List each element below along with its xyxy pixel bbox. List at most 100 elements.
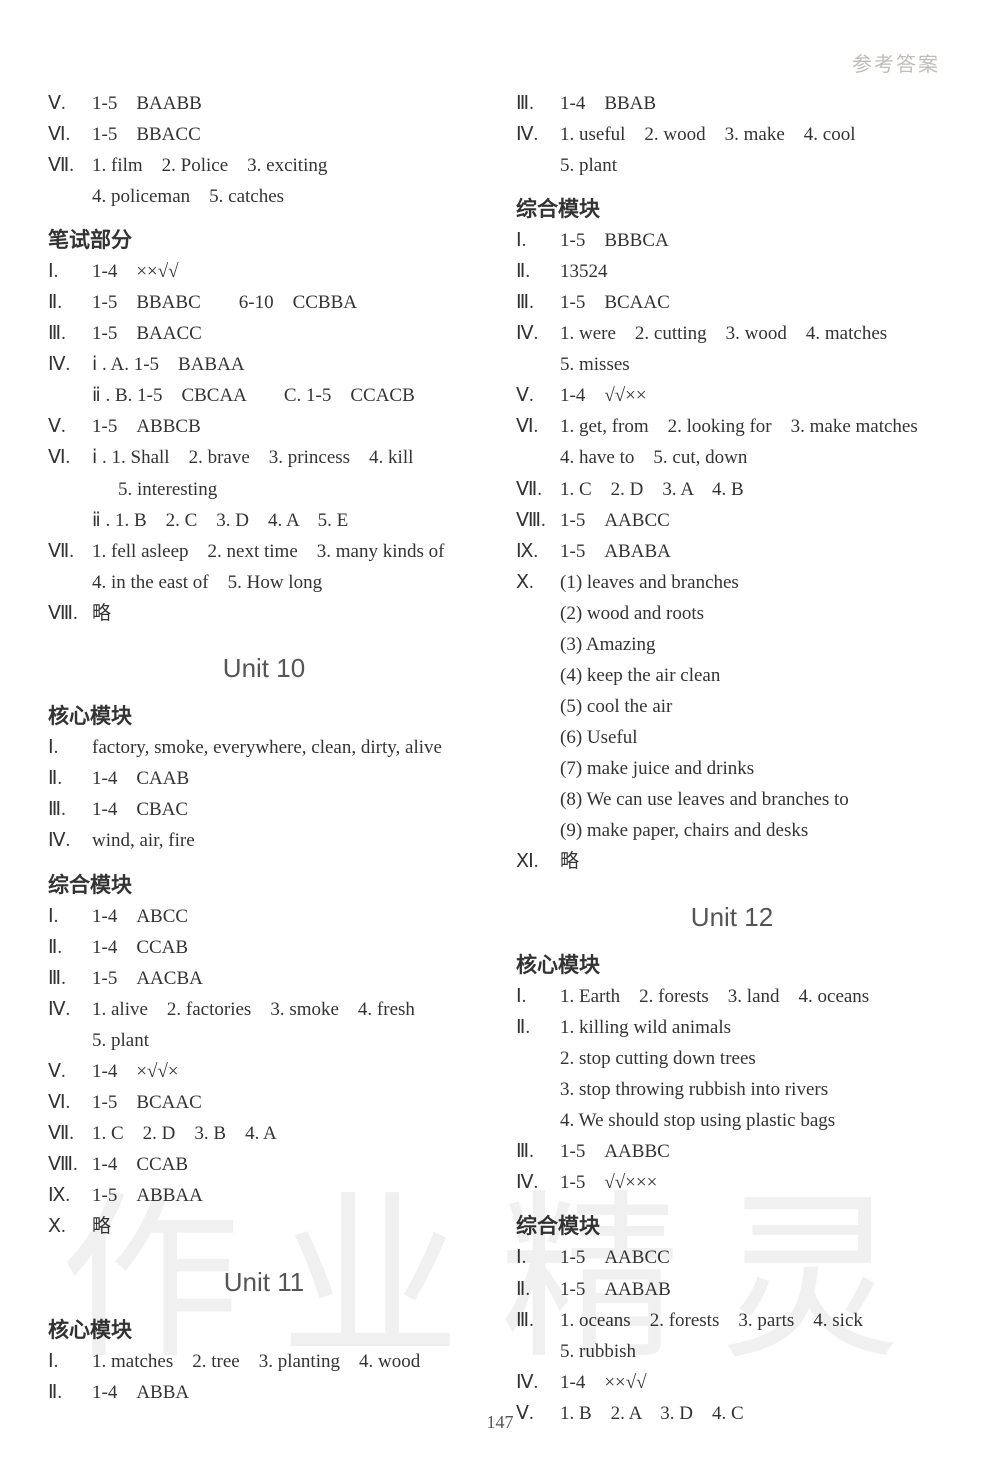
- answer-text: (1) leaves and branches: [560, 569, 948, 597]
- roman-numeral: Ⅳ.: [516, 320, 560, 348]
- answer-text: 1-5 BBBCA: [560, 227, 948, 255]
- roman-numeral: Ⅰ.: [516, 1244, 560, 1272]
- answer-text: 1. fell asleep 2. next time 3. many kind…: [92, 538, 480, 566]
- answer-text: 4. policeman 5. catches: [92, 183, 480, 211]
- answer-text: 1. get, from 2. looking for 3. make matc…: [560, 413, 948, 441]
- roman-numeral: Ⅳ.: [48, 827, 92, 855]
- answer-text: 1-5 ABABA: [560, 538, 948, 566]
- answer-line: Ⅰ.1-4 ××√√: [48, 258, 480, 286]
- answer-text: 4. in the east of 5. How long: [92, 569, 480, 597]
- answer-text: 1-4 ABCC: [92, 903, 480, 931]
- roman-numeral: Ⅱ.: [48, 289, 92, 317]
- answer-line: Ⅶ.1. film 2. Police 3. exciting: [48, 152, 480, 180]
- answer-line: Ⅱ.1-5 AABAB: [516, 1276, 948, 1304]
- roman-numeral: Ⅲ.: [48, 796, 92, 824]
- roman-numeral: Ⅶ.: [48, 1120, 92, 1148]
- answer-line: Ⅲ.1-4 BBAB: [516, 90, 948, 118]
- answer-line: (2) wood and roots: [516, 600, 948, 628]
- answer-text: 1-4 CAAB: [92, 765, 480, 793]
- answer-text: 1-5 AACBA: [92, 965, 480, 993]
- answer-line: Ⅵ.1. get, from 2. looking for 3. make ma…: [516, 413, 948, 441]
- roman-numeral: Ⅺ.: [516, 848, 560, 876]
- roman-numeral: Ⅱ.: [516, 1276, 560, 1304]
- answer-text: 1-4 ×√√×: [92, 1058, 480, 1086]
- unit11-title: Unit 11: [48, 1267, 480, 1298]
- answer-line: Ⅱ.1. killing wild animals: [516, 1014, 948, 1042]
- answer-text: 1-4 CCAB: [92, 934, 480, 962]
- answer-text: (2) wood and roots: [560, 600, 948, 628]
- answer-line: (5) cool the air: [516, 693, 948, 721]
- roman-numeral: Ⅴ.: [516, 382, 560, 410]
- roman-numeral: Ⅵ.: [516, 413, 560, 441]
- answer-line: Ⅸ.1-5 ABBAA: [48, 1182, 480, 1210]
- answer-text: 1. C 2. D 3. A 4. B: [560, 476, 948, 504]
- answer-text: 1-5 ABBAA: [92, 1182, 480, 1210]
- answer-line: ⅱ . B. 1-5 CBCAA C. 1-5 CCACB: [48, 382, 480, 410]
- answer-text: 1. oceans 2. forests 3. parts 4. sick: [560, 1307, 948, 1335]
- roman-numeral: Ⅶ.: [48, 152, 92, 180]
- answer-text: (7) make juice and drinks: [560, 755, 948, 783]
- answer-text: 5. interesting: [118, 476, 480, 504]
- answer-line: ⅱ . 1. B 2. C 3. D 4. A 5. E: [48, 507, 480, 535]
- answer-text: (8) We can use leaves and branches to: [560, 786, 948, 814]
- answer-line: Ⅴ.1-5 ABBCB: [48, 413, 480, 441]
- answer-line: Ⅱ.1-5 BBABC 6-10 CCBBA: [48, 289, 480, 317]
- roman-numeral: Ⅱ.: [48, 1379, 92, 1407]
- roman-numeral: Ⅶ.: [516, 476, 560, 504]
- answer-line: Ⅵ.1-5 BBACC: [48, 121, 480, 149]
- answer-text: 1. alive 2. factories 3. smoke 4. fresh: [92, 996, 480, 1024]
- roman-numeral: Ⅰ.: [48, 903, 92, 931]
- content-columns: Ⅴ.1-5 BAABB Ⅵ.1-5 BBACC Ⅶ.1. film 2. Polic…: [48, 86, 948, 1431]
- roman-numeral: Ⅴ.: [48, 90, 92, 118]
- unit11-core-title: 核心模块: [48, 1314, 480, 1344]
- roman-numeral: Ⅳ.: [516, 1369, 560, 1397]
- unit10-core-block: Ⅰ.factory, smoke, everywhere, clean, dir…: [48, 734, 480, 855]
- roman-numeral: Ⅷ.: [48, 600, 92, 628]
- answer-text: 1-4 CCAB: [92, 1151, 480, 1179]
- answer-text: 1. Earth 2. forests 3. land 4. oceans: [560, 983, 948, 1011]
- answer-text: 1-5 AABBC: [560, 1138, 948, 1166]
- answer-line: Ⅱ.1-4 CAAB: [48, 765, 480, 793]
- left-top-block: Ⅴ.1-5 BAABB Ⅵ.1-5 BBACC Ⅶ.1. film 2. Polic…: [48, 90, 480, 211]
- section-written-title: 笔试部分: [48, 224, 480, 254]
- answer-text: ⅱ . B. 1-5 CBCAA C. 1-5 CCACB: [92, 382, 480, 410]
- roman-numeral: Ⅲ.: [516, 289, 560, 317]
- roman-numeral: Ⅲ.: [516, 90, 560, 118]
- roman-numeral: Ⅹ.: [48, 1213, 92, 1241]
- answer-line: Ⅱ.13524: [516, 258, 948, 286]
- answer-text: 1. useful 2. wood 3. make 4. cool: [560, 121, 948, 149]
- answer-text: 1-4 √√××: [560, 382, 948, 410]
- answer-line: 4. in the east of 5. How long: [48, 569, 480, 597]
- answer-text: (3) Amazing: [560, 631, 948, 659]
- unit12-comp-title: 综合模块: [516, 1210, 948, 1240]
- answer-line: Ⅱ.1-4 ABBA: [48, 1379, 480, 1407]
- answer-text: 2. stop cutting down trees: [560, 1045, 948, 1073]
- roman-numeral: Ⅳ.: [516, 1169, 560, 1197]
- answer-text: 3. stop throwing rubbish into rivers: [560, 1076, 948, 1104]
- unit12-core-block: Ⅰ.1. Earth 2. forests 3. land 4. oceans Ⅱ…: [516, 983, 948, 1197]
- answer-line: Ⅲ.1-5 BCAAC: [516, 289, 948, 317]
- answer-text: 略: [560, 848, 948, 876]
- right-comp-title: 综合模块: [516, 193, 948, 223]
- answer-text: 1-5 BBABC 6-10 CCBBA: [92, 289, 480, 317]
- roman-numeral: Ⅴ.: [48, 413, 92, 441]
- answer-line: Ⅲ.1-5 AABBC: [516, 1138, 948, 1166]
- answer-line: (7) make juice and drinks: [516, 755, 948, 783]
- answer-line: Ⅵ.ⅰ . 1. Shall 2. brave 3. princess 4. k…: [48, 444, 480, 472]
- answer-line: Ⅴ.1-5 BAABB: [48, 90, 480, 118]
- right-column: Ⅲ.1-4 BBAB Ⅳ. 1. useful 2. wood 3. make 4.…: [516, 86, 948, 1431]
- answer-line: Ⅱ.1-4 CCAB: [48, 934, 480, 962]
- answer-line: 5. plant: [516, 152, 948, 180]
- answer-line: 4. have to 5. cut, down: [516, 444, 948, 472]
- answer-line: (3) Amazing: [516, 631, 948, 659]
- answer-line: Ⅲ.1-5 BAACC: [48, 320, 480, 348]
- answer-text: 1-4 ABBA: [92, 1379, 480, 1407]
- answer-line: Ⅶ.1. fell asleep 2. next time 3. many ki…: [48, 538, 480, 566]
- answer-line: 4. We should stop using plastic bags: [516, 1107, 948, 1135]
- answer-line: Ⅵ.1-5 BCAAC: [48, 1089, 480, 1117]
- answer-text: 1. killing wild animals: [560, 1014, 948, 1042]
- answer-line: Ⅴ.1-4 ×√√×: [48, 1058, 480, 1086]
- roman-numeral: Ⅲ.: [516, 1138, 560, 1166]
- answer-line: Ⅹ.(1) leaves and branches: [516, 569, 948, 597]
- roman-numeral: Ⅰ.: [516, 983, 560, 1011]
